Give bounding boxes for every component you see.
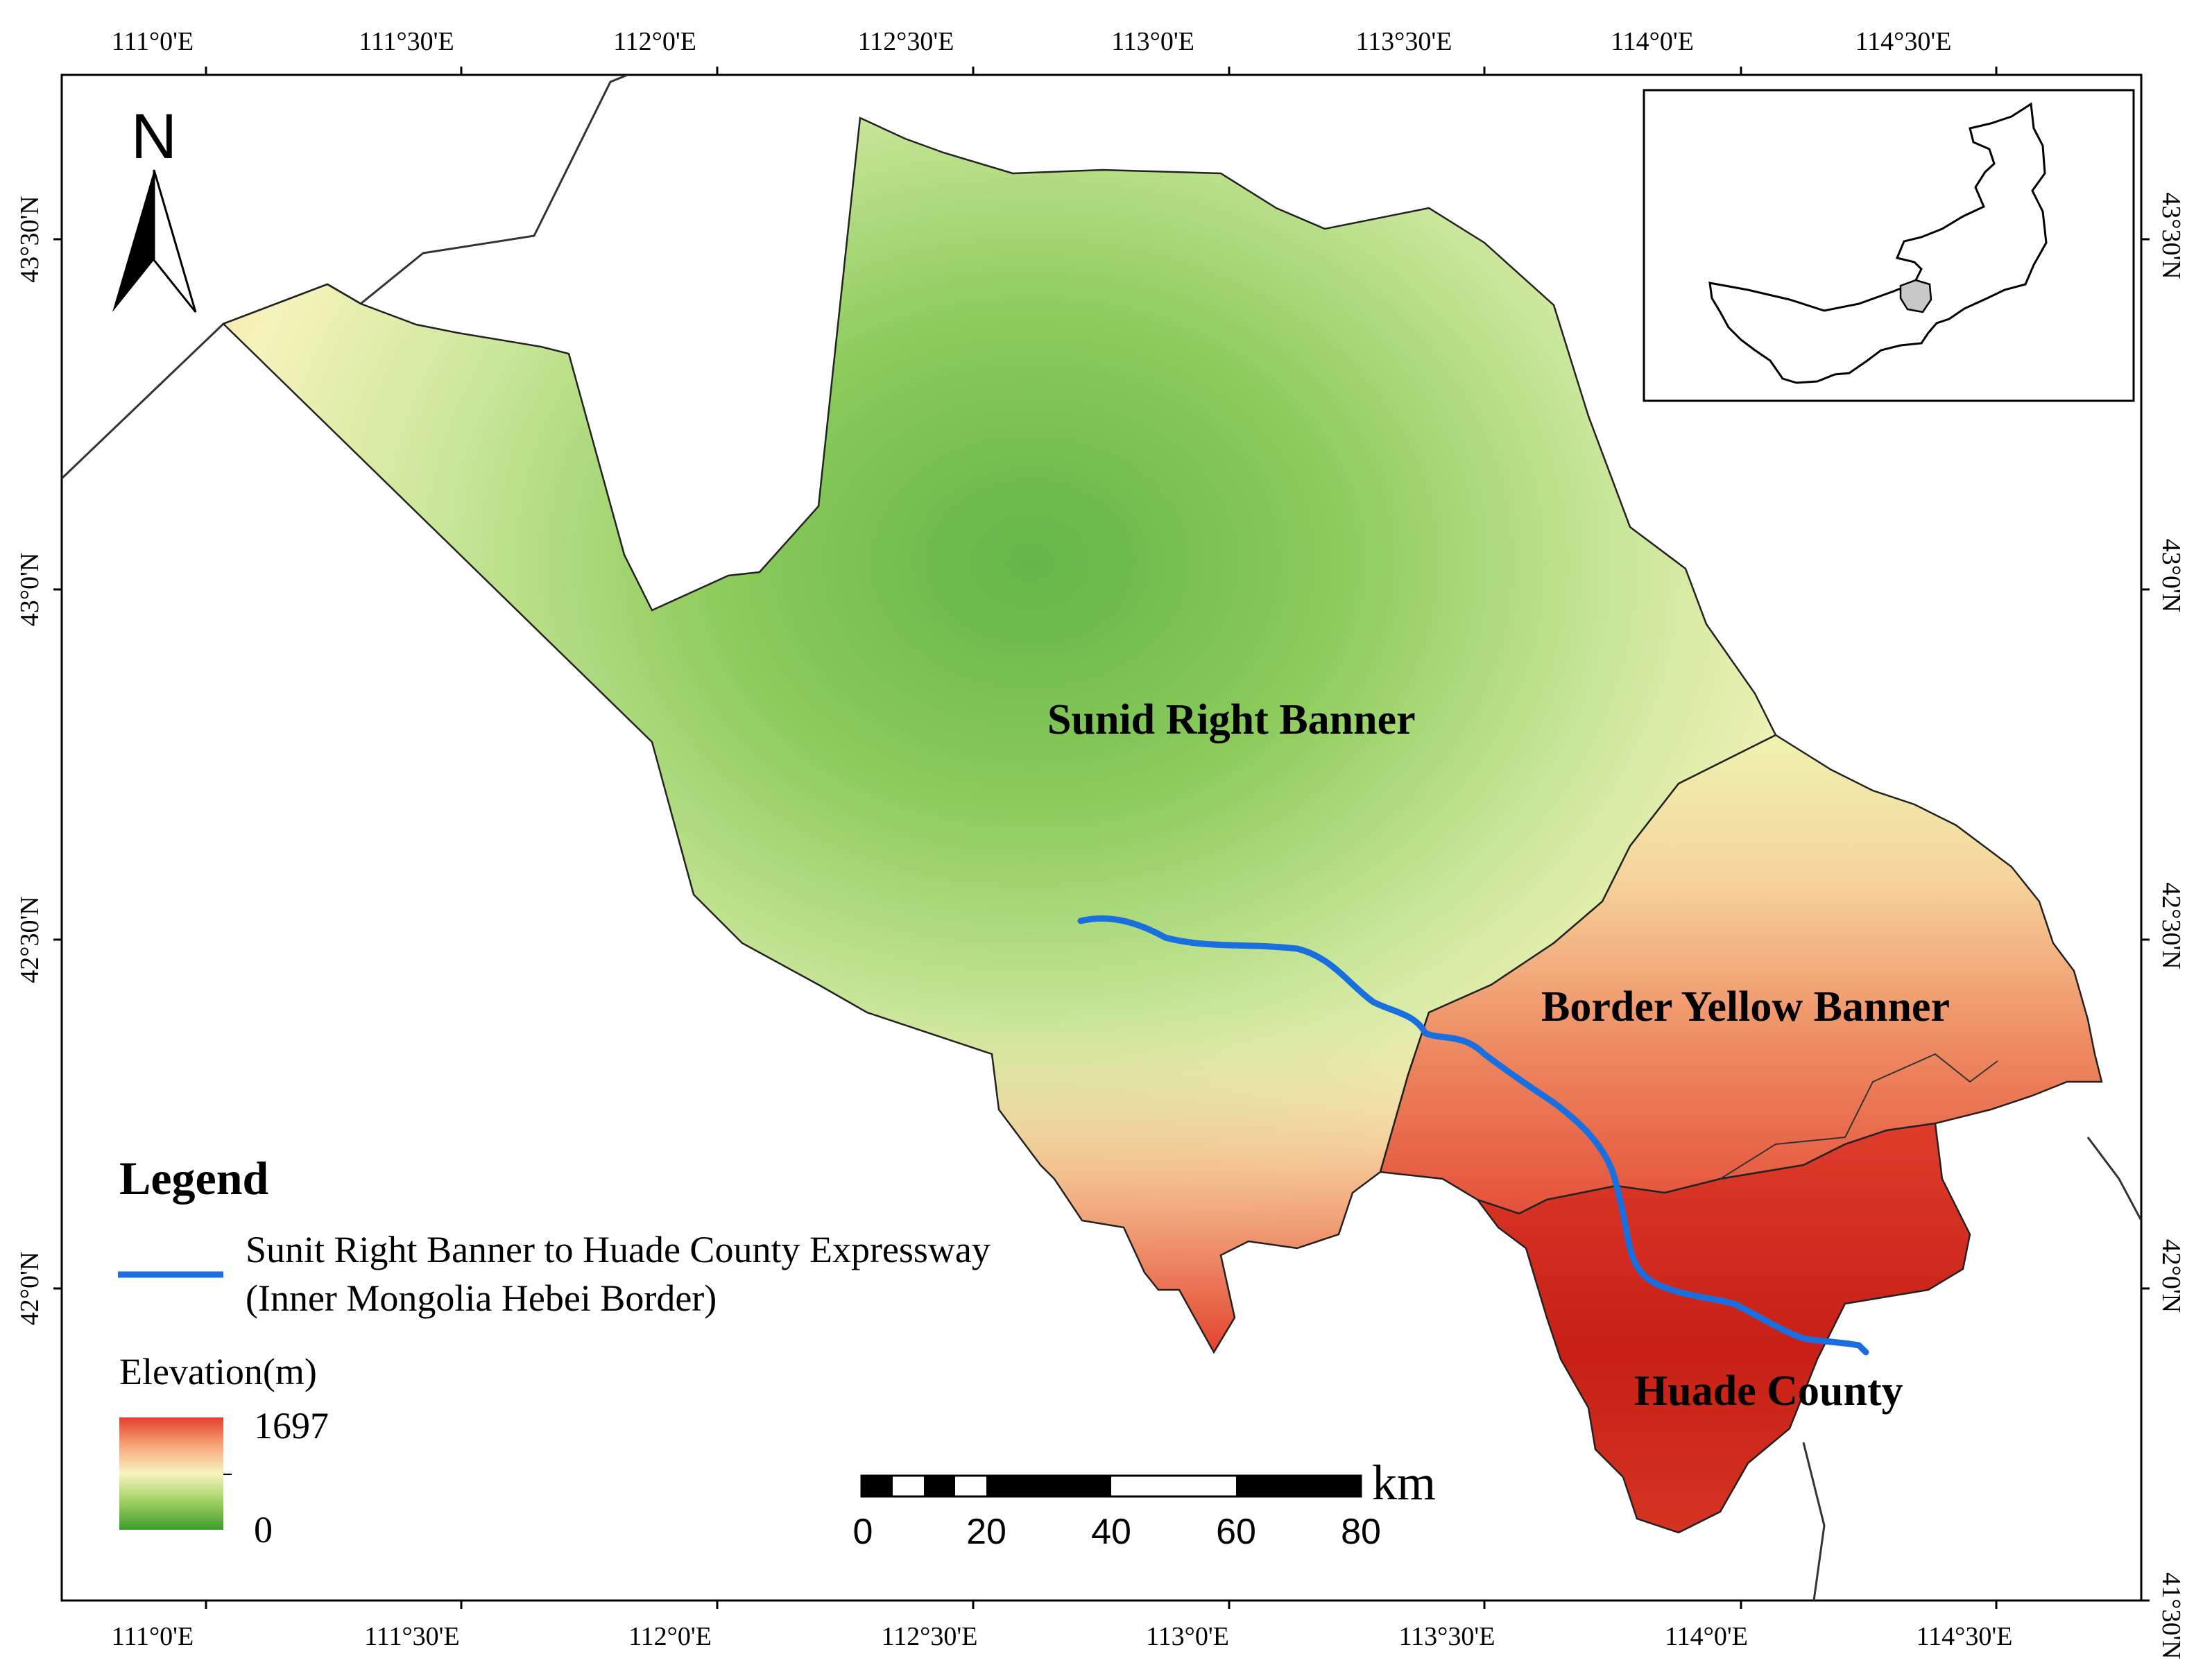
expressway-line	[1077, 915, 1869, 1356]
top-tick-label: 111°0'E	[112, 27, 194, 56]
top-tick-label: 112°30'E	[858, 27, 954, 56]
scale-label: 20	[966, 1512, 1006, 1552]
north-arrow-icon: N	[112, 101, 197, 313]
scale-label: 0	[853, 1512, 873, 1552]
bottom-tick-label: 114°0'E	[1665, 1622, 1748, 1651]
scale-label: 60	[1216, 1512, 1256, 1552]
region-label-sunid-right-banner: Sunid Right Banner	[1047, 696, 1416, 743]
neighbor-boundary-east	[2086, 1137, 2141, 1221]
neighbor-boundary-south	[1802, 1442, 1826, 1601]
top-tick-label: 114°30'E	[1855, 27, 1952, 56]
inset-study-area	[1899, 279, 1932, 313]
bottom-tick-label: 114°30'E	[1917, 1622, 2013, 1651]
inset-frame	[1643, 89, 2135, 402]
top-tick-label: 113°0'E	[1111, 27, 1194, 56]
right-tick-label: 41°30'N	[2157, 1572, 2186, 1659]
top-tick-label: 113°30'E	[1356, 27, 1452, 56]
right-tick-label: 43°0'N	[2157, 539, 2186, 613]
inset-inner-mongolia-outline	[1708, 102, 2048, 384]
legend-elevation-title: Elevation(m)	[119, 1351, 317, 1392]
bottom-tick-label: 112°0'E	[628, 1622, 712, 1651]
top-tick-label: 114°0'E	[1611, 27, 1694, 56]
bottom-tick-label: 111°30'E	[364, 1622, 459, 1651]
huade-county-area	[1475, 1122, 1971, 1534]
map-content: Sunid Right Banner Border Yellow Banner …	[62, 75, 2141, 1601]
internal-boundary	[1720, 1053, 1998, 1180]
elevation-color-ramp	[119, 1417, 223, 1530]
scale-bar: 0 20 40 60 80 km	[853, 1455, 1436, 1552]
top-longitude-labels: 111°0'E 111°30'E 112°0'E 112°30'E 113°0'…	[112, 27, 1952, 56]
left-tick-label: 43°0'N	[15, 553, 44, 627]
scale-label: 80	[1341, 1512, 1381, 1552]
right-tick-label: 42°0'N	[2157, 1239, 2186, 1313]
scale-label: 40	[1091, 1512, 1131, 1552]
bottom-tick-label: 112°30'E	[882, 1622, 978, 1651]
inset-locator-map	[1643, 89, 2135, 402]
frame-tick-marks	[53, 67, 2150, 1609]
legend: Legend Sunit Right Banner to Huade Count…	[118, 1152, 991, 1551]
left-tick-label: 42°0'N	[15, 1252, 44, 1326]
legend-expressway-label: Sunit Right Banner to Huade County Expre…	[246, 1229, 991, 1270]
left-latitude-labels: 43°30'N 43°0'N 42°30'N 42°0'N	[15, 196, 44, 1325]
left-tick-label: 42°30'N	[15, 896, 44, 983]
bottom-longitude-labels: 111°0'E 111°30'E 112°0'E 112°30'E 113°0'…	[112, 1622, 2013, 1651]
legend-expressway-sublabel: (Inner Mongolia Hebei Border)	[246, 1277, 717, 1319]
north-arrow-label: N	[131, 101, 177, 172]
top-tick-label: 111°30'E	[359, 27, 454, 56]
region-label-border-yellow-banner: Border Yellow Banner	[1541, 983, 1950, 1030]
scale-unit-label: km	[1372, 1455, 1436, 1510]
bottom-tick-label: 111°0'E	[112, 1622, 194, 1651]
legend-title: Legend	[119, 1152, 269, 1205]
elevation-min-label: 0	[254, 1509, 273, 1551]
right-tick-label: 42°30'N	[2157, 882, 2186, 969]
top-tick-label: 112°0'E	[613, 27, 696, 56]
elevation-max-label: 1697	[254, 1405, 329, 1447]
right-tick-label: 43°30'N	[2157, 192, 2186, 279]
left-tick-label: 43°30'N	[15, 196, 44, 283]
bottom-tick-label: 113°0'E	[1146, 1622, 1229, 1651]
right-latitude-labels: 43°30'N 43°0'N 42°30'N 42°0'N 41°30'N	[2157, 192, 2186, 1659]
region-label-huade-county: Huade County	[1634, 1368, 1903, 1415]
bottom-tick-label: 113°30'E	[1399, 1622, 1495, 1651]
